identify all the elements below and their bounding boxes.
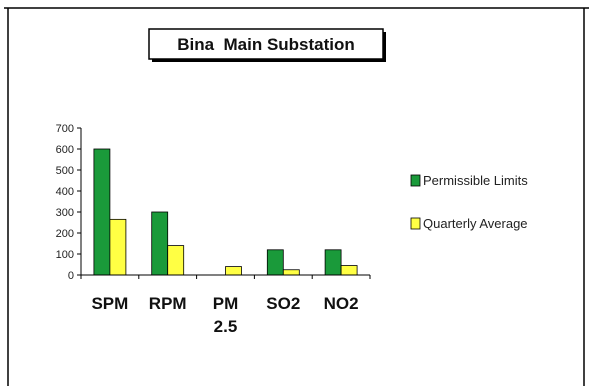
bar-quarterly-average-pm-2-5	[226, 267, 242, 275]
y-tick-label: 300	[56, 207, 74, 219]
x-tick-label: PM 2.5	[213, 294, 239, 336]
chart-title-box: Bina Main Substation	[149, 29, 386, 62]
legend-swatch	[411, 218, 420, 229]
legend-label: Quarterly Average	[423, 216, 528, 231]
x-tick-label: NO2	[324, 294, 359, 313]
bar-permissible-limits-rpm	[152, 212, 168, 275]
y-tick-label: 700	[56, 123, 74, 135]
bar-quarterly-average-spm	[110, 219, 126, 275]
y-tick-label: 0	[68, 270, 74, 282]
legend-label: Permissible Limits	[423, 173, 528, 188]
legend-swatch	[411, 175, 420, 186]
bar-quarterly-average-so2	[283, 270, 299, 275]
bar-quarterly-average-rpm	[168, 246, 184, 275]
bar-permissible-limits-so2	[267, 250, 283, 275]
bar-permissible-limits-no2	[325, 250, 341, 275]
x-tick-label: RPM	[149, 294, 187, 313]
x-tick-label: SPM	[91, 294, 128, 313]
plot-area: 0 100 200 300 400 500 600 700 SPM RPM PM 2.5 SO2 NO2	[56, 123, 370, 336]
y-tick-label: 600	[56, 144, 74, 156]
bar-quarterly-average-no2	[341, 266, 357, 275]
bar-permissible-limits-spm	[94, 149, 110, 275]
x-tick-label: SO2	[266, 294, 300, 313]
y-tick-label: 500	[56, 165, 74, 177]
y-tick-label: 100	[56, 249, 74, 261]
legend: Permissible Limits Quarterly Average	[411, 173, 528, 231]
chart-title: Bina Main Substation	[177, 35, 355, 54]
y-tick-label: 200	[56, 228, 74, 240]
y-tick-label: 400	[56, 186, 74, 198]
